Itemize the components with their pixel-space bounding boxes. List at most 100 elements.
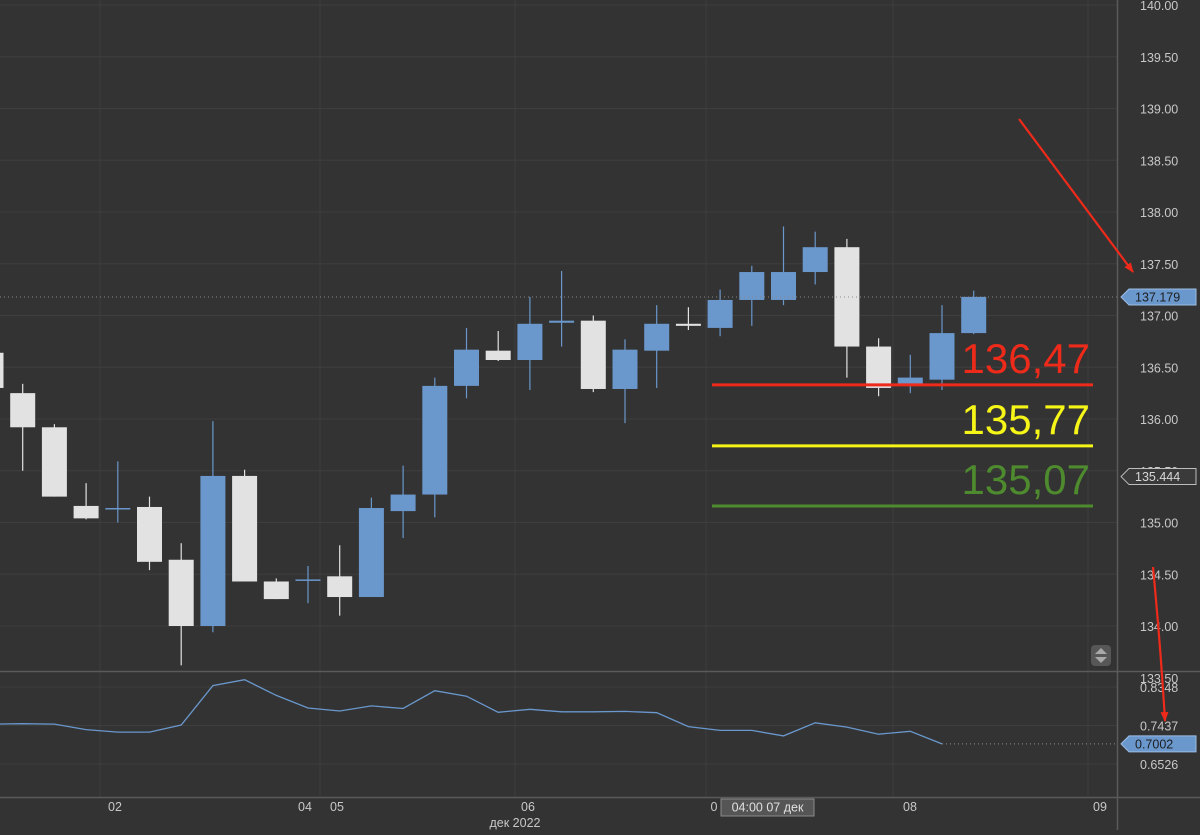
candle-body [390, 494, 416, 512]
indicator-last-tag-shape [1120, 735, 1197, 753]
period-label: дек 2022 [490, 816, 541, 830]
candle[interactable] [929, 305, 955, 391]
price-tick-label: 140.00 [1140, 0, 1178, 13]
candle-body [644, 323, 670, 351]
level-label: 135,07 [962, 456, 1090, 503]
candle-body [580, 320, 606, 389]
candle-body [232, 475, 258, 582]
candle[interactable] [675, 307, 701, 330]
candle-body [10, 393, 36, 428]
indicator-last-tag[interactable]: 0.7002 [1120, 735, 1197, 753]
candle-body [707, 299, 733, 328]
candle-body [802, 247, 828, 273]
candle-body [866, 346, 892, 388]
candle[interactable] [422, 377, 448, 518]
candle[interactable] [961, 290, 987, 335]
candle[interactable] [897, 354, 923, 394]
candle[interactable] [549, 270, 575, 347]
candle-body [961, 296, 987, 334]
candle[interactable] [834, 238, 860, 378]
candle-body [612, 349, 638, 389]
candle[interactable] [771, 226, 796, 306]
time-tick-label: 08 [903, 800, 917, 814]
marker-price-tag-text: 135.444 [1135, 470, 1180, 484]
level-lines: 136,47 135,77 135,07 [712, 335, 1093, 508]
scale-toggle-button[interactable] [1091, 645, 1111, 666]
price-tick-label: 138.00 [1140, 206, 1178, 220]
price-tick-label: 134.50 [1140, 568, 1178, 582]
price-tick-label: 133.50 [1140, 672, 1178, 686]
grid-lines [0, 0, 1117, 797]
level-label: 136,47 [962, 335, 1090, 382]
candle-body [929, 333, 955, 380]
candle[interactable] [200, 421, 226, 633]
candle-body [675, 323, 701, 326]
candle-body [771, 272, 796, 300]
crosshair-time-label[interactable]: 04:00 07 дек [720, 798, 815, 817]
price-tick-label: 138.50 [1140, 154, 1178, 168]
candle-body [168, 559, 194, 626]
price-tick-label: 139.00 [1140, 103, 1178, 117]
candle[interactable] [168, 543, 194, 666]
scale-toggle-bg [1091, 645, 1111, 666]
candle-body [137, 506, 162, 562]
candle[interactable] [327, 545, 353, 616]
time-tick-label: 06 [521, 800, 535, 814]
candle-body [295, 579, 321, 581]
candle[interactable] [580, 315, 606, 393]
candle[interactable] [866, 338, 892, 397]
candle[interactable] [10, 383, 36, 471]
arrow-down-icon [1095, 657, 1107, 663]
level-1[interactable]: 135,77 [712, 396, 1093, 448]
candle[interactable] [358, 497, 384, 598]
indicator-last-tag-text: 0.7002 [1135, 737, 1173, 751]
candle[interactable] [295, 565, 321, 604]
candle[interactable] [739, 265, 765, 326]
candle[interactable] [232, 469, 258, 582]
candle[interactable] [612, 339, 638, 424]
candle[interactable] [454, 327, 479, 399]
candle[interactable] [802, 231, 828, 285]
candle-body [200, 475, 226, 626]
price-tick-label: 136.00 [1140, 413, 1178, 427]
time-tick-label: 0 [711, 800, 718, 814]
arrow-up-icon [1095, 648, 1107, 654]
last-price-tag[interactable]: 137.179 [1120, 288, 1197, 306]
level-2[interactable]: 135,07 [712, 456, 1093, 508]
candle[interactable] [263, 578, 289, 600]
candle-body [485, 350, 511, 361]
candle-body [454, 349, 479, 386]
time-tick-label: 05 [330, 800, 344, 814]
candle[interactable] [73, 483, 99, 520]
time-tick-label: 04 [298, 800, 312, 814]
last-price-tag-text: 137.179 [1135, 290, 1180, 304]
annotation-arrow [1151, 566, 1169, 722]
price-tick-label: 137.50 [1140, 258, 1178, 272]
indicator-tick-label: 0.7437 [1140, 720, 1178, 734]
candle-body [739, 272, 765, 300]
candle-body [105, 508, 131, 510]
candle[interactable] [105, 461, 131, 523]
crosshair-time-box [720, 798, 815, 817]
indicator-tick-label: 0.6526 [1140, 758, 1178, 772]
level-0[interactable]: 136,47 [712, 335, 1093, 387]
candle-body [517, 323, 543, 361]
candle[interactable] [0, 344, 4, 388]
candle[interactable] [517, 296, 543, 391]
candle[interactable] [137, 496, 162, 571]
candle[interactable] [485, 331, 511, 362]
candle-body [0, 352, 4, 388]
candle[interactable] [644, 305, 670, 388]
candle[interactable] [390, 465, 416, 539]
marker-price-tag[interactable]: 135.444 [1120, 468, 1197, 486]
indicator-series [0, 679, 1117, 745]
candle-body [327, 576, 353, 598]
candle-body [422, 385, 448, 495]
candle[interactable] [41, 424, 67, 497]
annotations [1018, 118, 1169, 722]
candle-body [834, 247, 860, 347]
indicator-line[interactable] [0, 679, 943, 745]
